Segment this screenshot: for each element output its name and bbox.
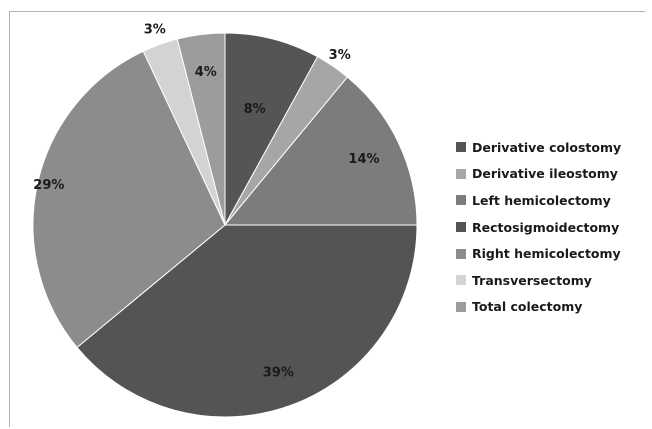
pie-value-label: 14% xyxy=(348,152,379,167)
legend-swatch xyxy=(456,248,466,259)
legend-label: Transversectomy xyxy=(472,272,592,288)
pie-slice-total-colectomy xyxy=(176,32,226,226)
pie-slice-right-hemicolectomy xyxy=(32,50,226,349)
legend-item: Total colectomy xyxy=(456,294,646,321)
legend-label: Derivative ileostomy xyxy=(472,166,618,182)
legend-label: Total colectomy xyxy=(472,299,583,315)
pie-value-label: 39% xyxy=(263,366,294,381)
legend-label: Derivative colostomy xyxy=(472,139,622,155)
chart-frame xyxy=(9,11,645,427)
legend-swatch xyxy=(456,301,466,312)
legend-label: Rectosigmoidectomy xyxy=(472,219,620,235)
legend-label: Left hemicolectomy xyxy=(472,192,611,208)
pie-value-label: 3% xyxy=(329,48,351,63)
legend-swatch xyxy=(456,222,466,233)
legend-item: Right hemicolectomy xyxy=(456,240,646,267)
legend-swatch xyxy=(456,195,466,206)
legend-item: Transversectomy xyxy=(456,267,646,294)
legend-swatch xyxy=(456,168,466,179)
legend-item: Left hemicolectomy xyxy=(456,187,646,214)
pie-value-label: 4% xyxy=(195,65,217,80)
legend-swatch xyxy=(456,275,466,286)
pie-slice-rectosigmoidectomy xyxy=(76,224,418,418)
legend-swatch xyxy=(456,142,466,153)
pie-value-label: 29% xyxy=(33,178,64,193)
pie-value-labels: 8% 3% 14% 39% 29% 3% 4% xyxy=(33,22,379,380)
pie-slice-left-hemicolectomy xyxy=(223,76,418,226)
pie-slice-derivative-colostomy xyxy=(224,32,319,226)
legend-item: Derivative ileostomy xyxy=(456,161,646,188)
legend: Derivative colostomy Derivative ileostomy… xyxy=(456,134,646,320)
legend-item: Rectosigmoidectomy xyxy=(456,214,646,241)
legend-item: Derivative colostomy xyxy=(456,134,646,161)
legend-label: Right hemicolectomy xyxy=(472,246,621,262)
pie-slices xyxy=(32,32,418,418)
pie-value-label: 8% xyxy=(244,102,266,117)
pie-value-label: 3% xyxy=(144,22,166,37)
